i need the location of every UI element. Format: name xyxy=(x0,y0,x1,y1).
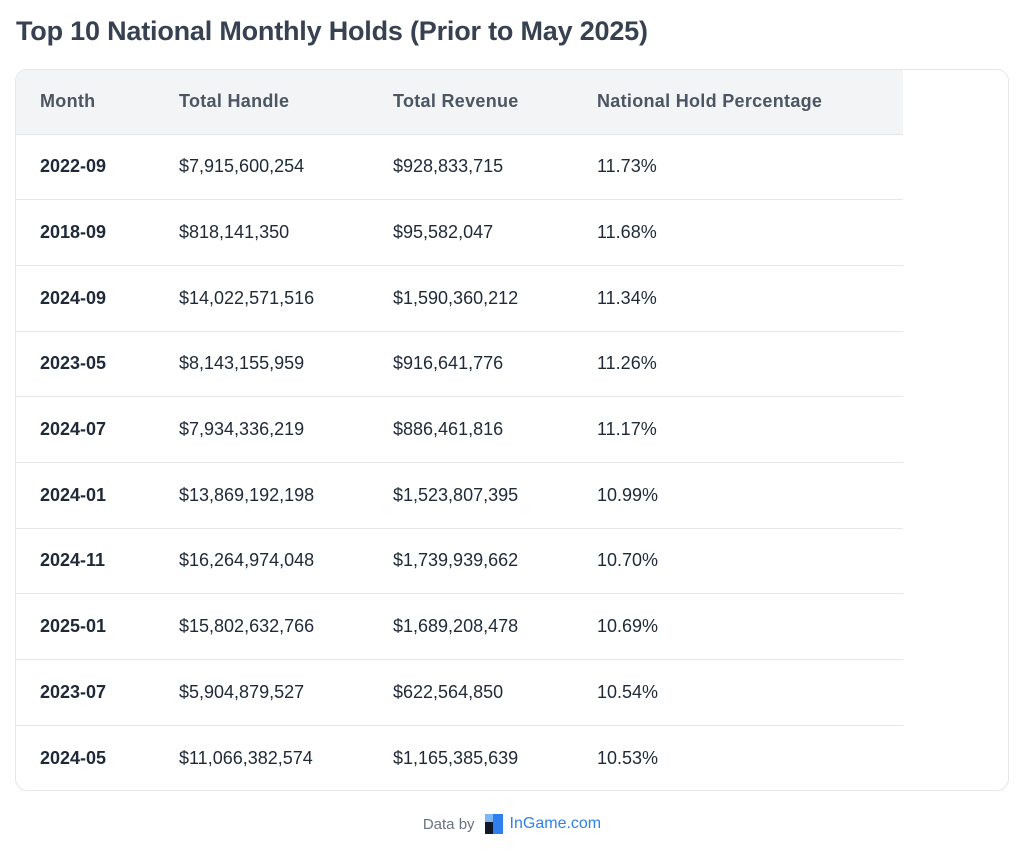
cell-total-revenue: $622,564,850 xyxy=(369,659,573,726)
table-header: Month Total Handle Total Revenue Nationa… xyxy=(16,70,903,135)
table-row: 2023-07 $5,904,879,527 $622,564,850 10.54% xyxy=(16,659,903,726)
page-title: Top 10 National Monthly Holds (Prior to … xyxy=(16,16,648,46)
cell-hold-percentage: 10.69% xyxy=(573,593,903,660)
table-row: 2024-09 $14,022,571,516 $1,590,360,212 11.3… xyxy=(16,265,903,332)
table-row: 2024-05 $11,066,382,574 $1,165,385,639 10.5… xyxy=(16,725,903,790)
cell-hold-percentage: 11.73% xyxy=(573,134,903,201)
cell-total-handle: $5,904,879,527 xyxy=(155,659,369,726)
cell-total-handle: $7,934,336,219 xyxy=(155,396,369,463)
cell-total-revenue: $1,590,360,212 xyxy=(369,265,573,332)
table-row: 2022-09 $7,915,600,254 $928,833,715 11.73% xyxy=(16,134,903,201)
cell-total-handle: $15,802,632,766 xyxy=(155,593,369,660)
cell-total-revenue: $916,641,776 xyxy=(369,331,573,398)
table-row: 2024-07 $7,934,336,219 $886,461,816 11.17% xyxy=(16,396,903,463)
cell-month: 2023-07 xyxy=(16,659,155,726)
cell-hold-percentage: 10.54% xyxy=(573,659,903,726)
ingame-logo-icon xyxy=(484,814,503,834)
cell-hold-percentage: 11.34% xyxy=(573,265,903,332)
table-row: 2024-11 $16,264,974,048 $1,739,939,662 10.7… xyxy=(16,528,903,595)
cell-hold-percentage: 11.17% xyxy=(573,396,903,463)
cell-month: 2025-01 xyxy=(16,593,155,660)
header-total-handle: Total Handle xyxy=(155,70,369,135)
cell-month: 2024-09 xyxy=(16,265,155,332)
holds-table: Month Total Handle Total Revenue Nationa… xyxy=(16,70,903,790)
cell-hold-percentage: 10.99% xyxy=(573,462,903,529)
cell-total-handle: $13,869,192,198 xyxy=(155,462,369,529)
cell-month: 2024-07 xyxy=(16,396,155,463)
table-row: 2023-05 $8,143,155,959 $916,641,776 11.26% xyxy=(16,331,903,398)
cell-total-handle: $818,141,350 xyxy=(155,199,369,266)
header-total-revenue: Total Revenue xyxy=(369,70,573,135)
cell-hold-percentage: 11.68% xyxy=(573,199,903,266)
cell-month: 2024-05 xyxy=(40,747,107,768)
cell-total-handle: $8,143,155,959 xyxy=(155,331,369,398)
footer-attribution: Data by InGame.com xyxy=(0,814,1024,834)
table-body: 2022-09 $7,915,600,254 $928,833,715 11.73% 2… xyxy=(16,134,903,790)
cell-total-revenue: $1,739,939,662 xyxy=(369,528,573,595)
cell-total-revenue: $886,461,816 xyxy=(369,396,573,463)
cell-total-revenue: $1,689,208,478 xyxy=(369,593,573,660)
cell-total-revenue: $95,582,047 xyxy=(369,199,573,266)
footer-prefix: Data by xyxy=(422,815,475,833)
cell-total-handle: $14,022,571,516 xyxy=(155,265,369,332)
cell-month: 2024-01 xyxy=(16,462,155,529)
cell-month: 2024-11 xyxy=(16,528,155,595)
header-row: Month Total Handle Total Revenue Nationa… xyxy=(16,70,903,135)
cell-total-handle: $7,915,600,254 xyxy=(155,134,369,201)
header-month: Month xyxy=(16,70,155,135)
cell-total-revenue: $1,523,807,395 xyxy=(369,462,573,529)
table-row: 2018-09 $818,141,350 $95,582,047 11.68% xyxy=(16,199,903,266)
cell-month: 2022-09 xyxy=(16,134,155,201)
footer-brand-link[interactable]: InGame.com xyxy=(509,815,602,832)
cell-hold-percentage: 11.26% xyxy=(573,331,903,398)
table-row: 2025-01 $15,802,632,766 $1,689,208,478 10.6… xyxy=(16,593,903,660)
cell-month: 2023-05 xyxy=(16,331,155,398)
cell-total-revenue: $1,165,385,639 xyxy=(393,747,519,768)
header-hold-percentage: National Hold Percentage xyxy=(573,70,903,135)
cell-month: 2018-09 xyxy=(16,199,155,266)
table-card: Month Total Handle Total Revenue Nationa… xyxy=(15,69,1009,791)
cell-total-handle: $16,264,974,048 xyxy=(155,528,369,595)
cell-total-handle: $11,066,382,574 xyxy=(179,747,313,768)
table-row: 2024-01 $13,869,192,198 $1,523,807,395 10.9… xyxy=(16,462,903,529)
cell-hold-percentage: 10.53% xyxy=(597,747,659,768)
cell-hold-percentage: 10.70% xyxy=(573,528,903,595)
cell-total-revenue: $928,833,715 xyxy=(369,134,573,201)
